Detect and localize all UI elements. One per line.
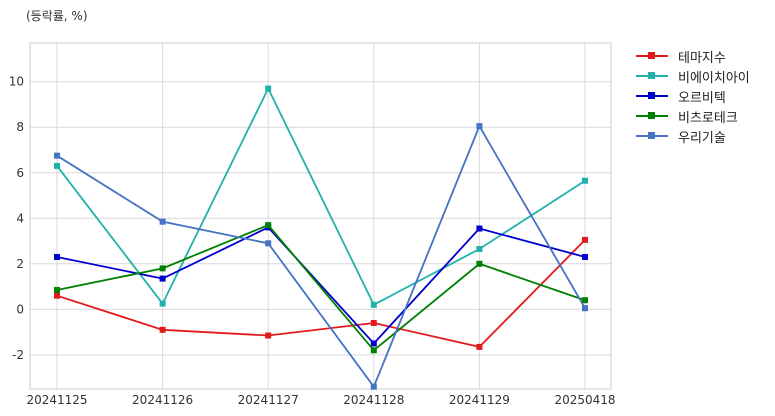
data-point — [54, 152, 60, 159]
series-line — [56, 124, 586, 389]
x-tick-label: 20241128 — [343, 393, 404, 407]
data-point — [159, 218, 166, 225]
data-point — [159, 300, 166, 307]
x-tick-label: 20250418 — [554, 393, 615, 407]
data-point — [582, 177, 588, 184]
data-point — [265, 240, 272, 247]
legend-swatch — [636, 90, 668, 102]
data-point — [476, 225, 483, 232]
data-point — [476, 246, 483, 253]
series-line — [56, 226, 586, 345]
series-lines — [54, 85, 588, 390]
y-tick-label: 2 — [16, 257, 24, 271]
data-point — [159, 326, 166, 333]
legend-label: 테마지수 — [678, 50, 726, 66]
legend-swatch — [636, 110, 668, 122]
series-line — [56, 86, 586, 307]
y-tick-label: -2 — [12, 348, 24, 362]
series-line — [56, 239, 586, 348]
data-point — [54, 286, 60, 293]
data-point — [370, 340, 377, 347]
series-5 — [54, 123, 588, 390]
legend-item: 오르비텍 — [636, 86, 750, 106]
data-point — [370, 301, 377, 308]
x-tick-label: 20241126 — [132, 393, 193, 407]
y-tick-label: 4 — [16, 211, 24, 225]
y-tick-label: 10 — [9, 75, 24, 89]
legend-label: 비에이치아이 — [678, 70, 750, 86]
data-point — [582, 253, 588, 260]
y-tick-label: 6 — [16, 166, 24, 180]
legend-swatch — [636, 130, 668, 142]
series-line — [56, 224, 586, 352]
data-point — [582, 297, 588, 304]
x-tick-label: 20241125 — [26, 393, 87, 407]
data-point — [159, 265, 166, 272]
data-point — [265, 222, 272, 229]
legend-label: 우리기술 — [678, 130, 726, 146]
unit-label: (등락률, %) — [26, 9, 88, 23]
series-4 — [54, 222, 588, 354]
data-point — [476, 343, 483, 350]
y-tick-label: 8 — [16, 120, 24, 134]
data-point — [370, 319, 377, 326]
grid-lines — [30, 43, 611, 389]
legend-item: 비에이치아이 — [636, 66, 750, 86]
legend-label: 오르비텍 — [678, 90, 726, 106]
plot-frame — [29, 42, 612, 390]
data-point — [582, 236, 588, 243]
data-point — [54, 162, 60, 169]
y-tick-label: 0 — [16, 302, 24, 316]
data-point — [265, 332, 272, 339]
legend-swatch — [636, 50, 668, 62]
legend-item: 비츠로테크 — [636, 106, 750, 126]
data-point — [476, 260, 483, 267]
data-point — [476, 123, 483, 130]
x-tick-label: 20241127 — [238, 393, 299, 407]
axis-ticks: -2 0 2 4 6 8 10 20241125 20241126 20241127 2024112… — [9, 75, 616, 407]
data-point — [54, 253, 60, 260]
data-point — [370, 347, 377, 354]
legend-item: 우리기술 — [636, 126, 750, 146]
data-point — [265, 85, 272, 92]
series-1 — [54, 236, 588, 350]
legend-label: 비츠로테크 — [678, 110, 738, 126]
series-2 — [54, 85, 588, 308]
legend-swatch — [636, 70, 668, 82]
x-tick-label: 20241129 — [449, 393, 510, 407]
data-point — [582, 305, 588, 312]
data-point — [159, 275, 166, 282]
data-point — [370, 383, 377, 390]
legend-item: 테마지수 — [636, 46, 750, 66]
data-point — [54, 292, 60, 299]
series-3 — [54, 224, 588, 347]
